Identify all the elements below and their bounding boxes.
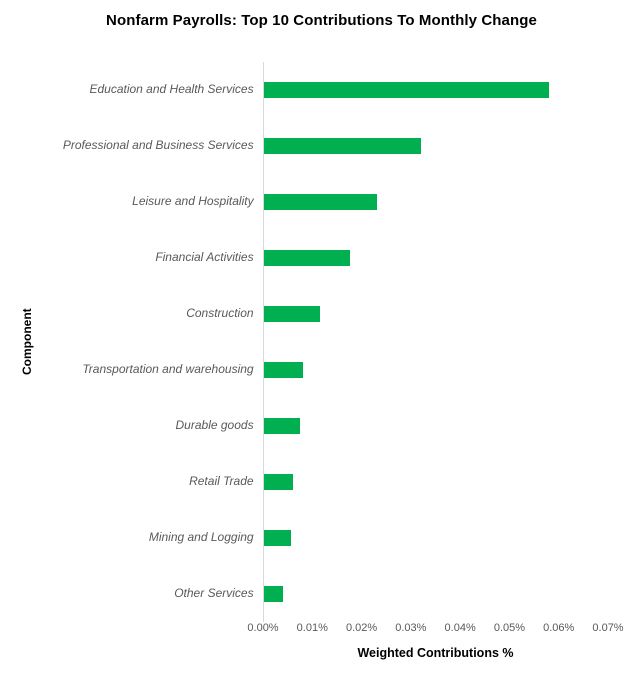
bar: [263, 138, 422, 154]
category-label: Other Services: [174, 586, 254, 601]
x-tick-label: 0.03%: [395, 622, 427, 634]
x-tick-label: 0.06%: [543, 622, 575, 634]
category-label: Education and Health Services: [89, 82, 254, 97]
category-label: Professional and Business Services: [62, 138, 254, 153]
x-tick-label: 0.01%: [296, 622, 328, 634]
bar-row: Construction: [0, 286, 608, 342]
bar-row: Professional and Business Services: [0, 118, 608, 174]
bar-row: Transportation and warehousing: [0, 342, 608, 398]
bar: [263, 586, 284, 602]
bar-track: [262, 566, 608, 622]
category-label: Financial Activities: [155, 250, 254, 265]
bar: [263, 362, 303, 378]
bar-track: [262, 398, 608, 454]
bar: [263, 306, 321, 322]
bar-row: Education and Health Services: [0, 62, 608, 118]
bar: [263, 194, 377, 210]
bar-track: [262, 510, 608, 566]
plot-area: Education and Health Services Professiona…: [0, 62, 608, 622]
bar: [263, 474, 294, 490]
bar-track: [262, 454, 608, 510]
bar-track: [262, 230, 608, 286]
bar-track: [262, 118, 608, 174]
bar: [263, 82, 549, 98]
bar-row: Other Services: [0, 566, 608, 622]
x-tick-label: 0.04%: [444, 622, 476, 634]
bar-row: Mining and Logging: [0, 510, 608, 566]
category-label: Durable goods: [175, 418, 254, 433]
category-label: Transportation and warehousing: [82, 362, 254, 377]
bar-track: [262, 62, 608, 118]
bar-row: Durable goods: [0, 398, 608, 454]
x-axis: 0.00% 0.01% 0.02% 0.03% 0.04% 0.05% 0.06% 0.07%: [247, 622, 623, 636]
bar-track: [262, 342, 608, 398]
bar-track: [262, 174, 608, 230]
category-label: Construction: [186, 306, 254, 321]
category-label: Leisure and Hospitality: [132, 194, 254, 209]
bar: [263, 250, 350, 266]
bar: [263, 418, 301, 434]
bar-row: Financial Activities: [0, 230, 608, 286]
bar-row: Retail Trade: [0, 454, 608, 510]
x-tick-label: 0.00%: [247, 622, 279, 634]
chart-title: Nonfarm Payrolls: Top 10 Contributions T…: [106, 12, 537, 29]
x-tick-label: 0.02%: [345, 622, 378, 634]
bar-row: Leisure and Hospitality: [0, 174, 608, 230]
bar-track: [262, 286, 608, 342]
x-axis-title: Weighted Contributions %: [357, 646, 514, 660]
category-label: Retail Trade: [189, 474, 254, 489]
x-tick-label: 0.07%: [592, 622, 624, 634]
bar: [263, 530, 291, 546]
x-tick-label: 0.05%: [493, 622, 526, 634]
category-label: Mining and Logging: [148, 530, 254, 545]
